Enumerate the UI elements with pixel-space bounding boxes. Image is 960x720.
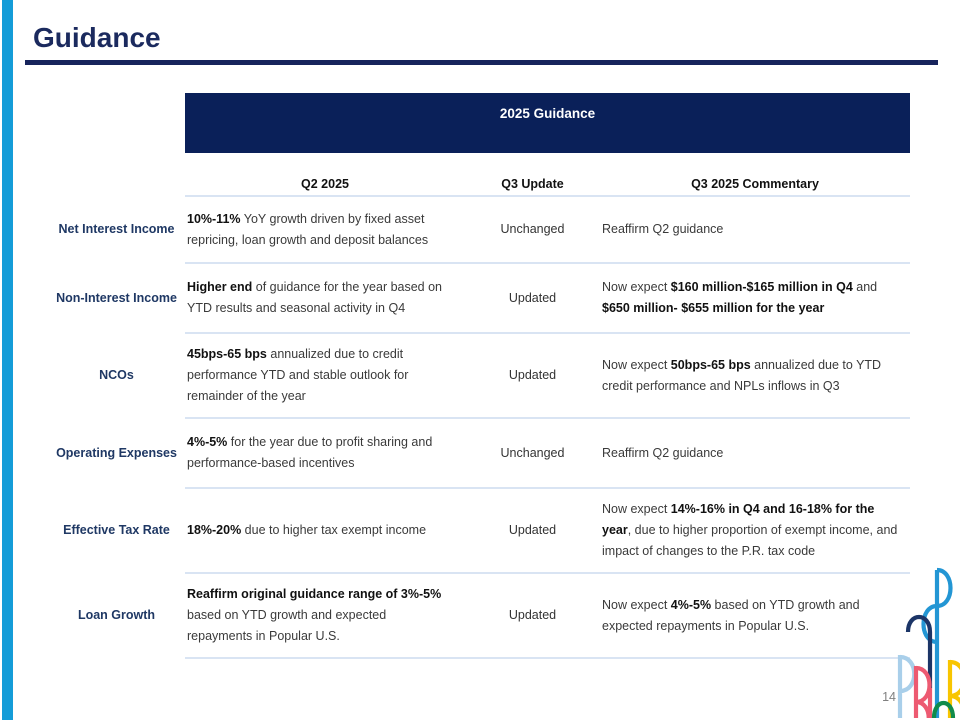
logo-navy-hook	[905, 614, 933, 688]
guidance-table: 2025 Guidance Q2 2025 Q3 Update Q3 2025 …	[30, 93, 910, 659]
q3-update-cell: Unchanged	[500, 445, 565, 460]
table-header-label: 2025 Guidance	[499, 106, 596, 121]
q3-commentary-cell: Reaffirm Q2 guidance	[602, 445, 724, 460]
q3-update-cell: Unchanged	[500, 222, 565, 236]
q2-guidance-cell: 18%-20% due to higher tax exempt income	[187, 523, 427, 537]
q3-update-cell: Updated	[508, 290, 557, 305]
q3-commentary-cell: Now expect $160 million-$165 million in …	[602, 280, 878, 315]
row-divider	[185, 332, 910, 334]
q3-commentary-cell: Now expect 14%-16% in Q4 and 16-18% for …	[602, 502, 898, 558]
page-title: Guidance	[33, 22, 161, 53]
q2-guidance-cell: 45bps-65 bps annualized due to credit pe…	[187, 347, 409, 403]
logo-green-arc	[931, 700, 956, 718]
title-underline	[25, 60, 938, 65]
column-header-underline	[185, 195, 910, 197]
popular-logo-flourish	[897, 567, 960, 718]
left-accent-bar	[2, 0, 13, 720]
logo-blue-curve	[921, 567, 953, 718]
row-label: NCOs	[99, 368, 134, 383]
row-divider	[185, 487, 910, 489]
column-header-q3-commentary: Q3 2025 Commentary	[691, 177, 819, 191]
column-header-q3-update: Q3 Update	[501, 177, 564, 191]
q3-update-cell: Updated	[508, 608, 557, 622]
table-row: NCOs 45bps-65 bps annualized due to credi…	[30, 334, 910, 417]
table-row: Non-Interest Income Higher end of guidanc…	[30, 264, 910, 332]
table-row: Effective Tax Rate 18%-20% due to higher …	[30, 489, 910, 572]
logo-red-p	[913, 665, 932, 718]
q3-commentary-cell: Now expect 50bps-65 bps annualized due t…	[602, 357, 882, 393]
row-divider	[185, 657, 910, 659]
logo-lightblue-p	[897, 654, 917, 718]
q2-guidance-cell: Higher end of guidance for the year base…	[187, 280, 443, 315]
q2-guidance-cell: 4%-5% for the year due to profit sharing…	[187, 435, 433, 470]
row-label: Effective Tax Rate	[63, 523, 170, 538]
table-row: Operating Expenses 4%-5% for the year due…	[30, 419, 910, 487]
column-header-spacer	[30, 191, 185, 195]
guidance-rows: Net Interest Income 10%-11% YoY growth dr…	[30, 197, 910, 659]
row-label: Non-Interest Income	[56, 290, 177, 305]
q2-guidance-cell: 10%-11% YoY growth driven by fixed asset…	[187, 211, 429, 247]
q3-update-cell: Updated	[508, 368, 557, 382]
row-divider	[185, 417, 910, 419]
page-number: 14	[882, 690, 896, 704]
column-header-q2-2025: Q2 2025	[301, 177, 349, 191]
row-label: Loan Growth	[77, 608, 156, 623]
row-label: Operating Expenses	[56, 445, 177, 460]
table-row: Net Interest Income 10%-11% YoY growth dr…	[30, 197, 910, 262]
q2-guidance-cell: Reaffirm original guidance range of 3%-5…	[187, 587, 442, 643]
q3-commentary-cell: Reaffirm Q2 guidance	[602, 222, 724, 236]
row-divider	[185, 572, 910, 574]
q3-update-cell: Updated	[508, 523, 557, 537]
row-divider	[185, 262, 910, 264]
table-row: Loan Growth Reaffirm original guidance ra…	[30, 574, 910, 657]
row-label: Net Interest Income	[58, 222, 175, 237]
table-header-bar: 2025 Guidance	[185, 93, 910, 153]
q3-commentary-cell: Now expect 4%-5% based on YTD growth and…	[602, 597, 860, 633]
column-header-row: Q2 2025 Q3 Update Q3 2025 Commentary	[30, 170, 910, 195]
